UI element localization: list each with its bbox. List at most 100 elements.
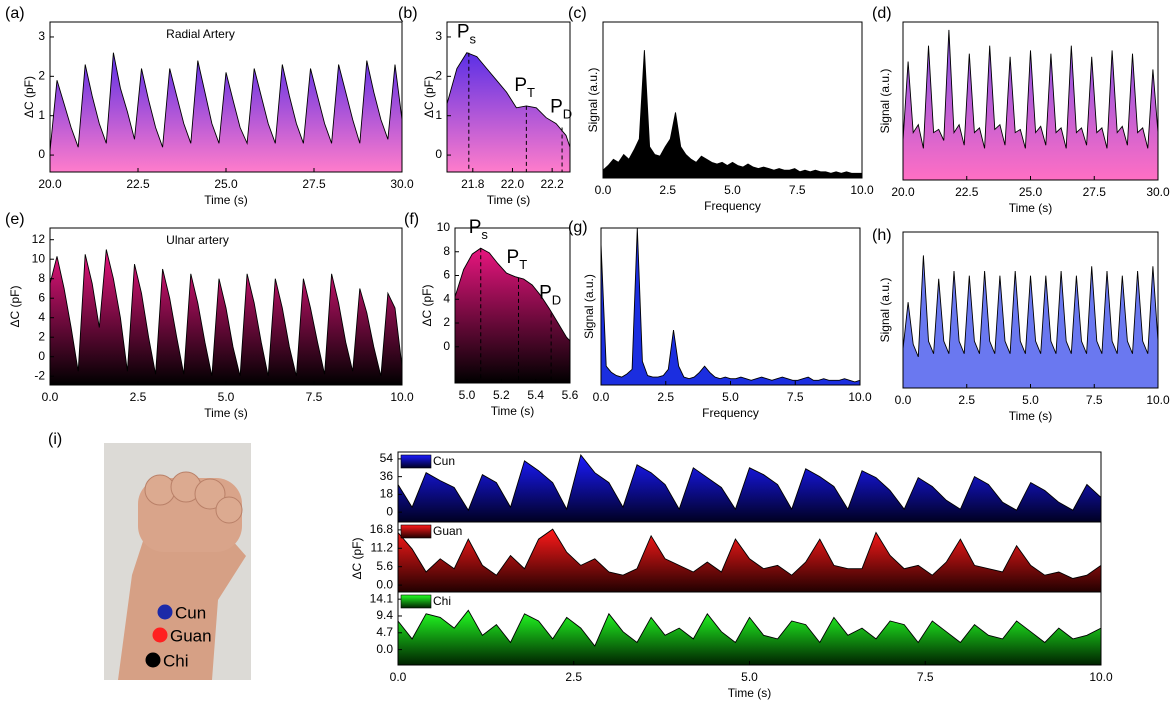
y-tick-label: 0 (38, 147, 45, 161)
legend-swatch (400, 454, 432, 469)
area (398, 529, 1101, 592)
x-axis-label: Time (s) (728, 686, 772, 700)
y-axis-label: Signal (a.u.) (878, 278, 892, 343)
line (902, 255, 1159, 357)
peak-label-main: P (457, 22, 470, 43)
x-tick-label: 25.0 (214, 177, 238, 191)
x-axis-label: Time (s) (204, 193, 248, 207)
x-tick-label: 0.0 (595, 183, 612, 197)
y-tick-label: 16.8 (370, 522, 394, 536)
knuckle (194, 478, 226, 510)
x-tick-label: 20.0 (38, 177, 62, 191)
plot-frame (446, 21, 571, 173)
x-tick-label: 2.5 (130, 390, 147, 404)
y-tick-label: 10 (437, 220, 451, 234)
peak-label: PD (550, 97, 572, 122)
y-tick-label: 3 (435, 29, 442, 43)
x-axis-label: Time (s) (1009, 409, 1053, 423)
y-tick-label: 1 (38, 108, 45, 122)
x-axis-label: Frequency (704, 199, 761, 213)
annotation: Ulnar artery (166, 233, 229, 247)
x-tick-label: 5.4 (527, 388, 544, 402)
x-tick-label: 5.2 (493, 388, 510, 402)
legend-label: Cun (433, 454, 455, 468)
line (49, 52, 403, 152)
acupoint-dot (145, 652, 161, 668)
x-tick-label: 10.0 (848, 390, 872, 404)
panel-label: (a) (5, 5, 25, 22)
panel-label: (h) (872, 227, 892, 244)
x-tick-label: 21.8 (461, 177, 485, 191)
x-tick-label: 22.2 (540, 177, 564, 191)
area (398, 610, 1101, 665)
legend-label: Guan (433, 524, 462, 538)
y-axis-label: ΔC (pF) (22, 76, 36, 118)
y-tick-label: 0 (38, 349, 45, 363)
y-tick-label: 5.6 (376, 559, 393, 573)
y-tick-label: 0.0 (376, 577, 393, 591)
x-tick-label: 5.6 (562, 388, 579, 402)
y-axis-label: ΔC (pF) (422, 76, 436, 118)
y-tick-label: 54 (380, 451, 394, 465)
panel-label: (i) (48, 431, 62, 448)
x-tick-label: 5.0 (1022, 393, 1039, 407)
plot-frame (454, 227, 571, 384)
y-tick-label: 1 (435, 108, 442, 122)
y-tick-label: 36 (380, 469, 394, 483)
y-axis-label: ΔC (pF) (420, 284, 434, 326)
x-tick-label: 22.0 (501, 177, 525, 191)
area (903, 255, 1158, 388)
area (447, 52, 570, 173)
y-tick-label: 0 (435, 147, 442, 161)
x-tick-label: 5.0 (218, 390, 235, 404)
x-tick-label: 27.5 (302, 177, 326, 191)
y-tick-label: 8 (443, 244, 450, 258)
y-tick-label: 14.1 (370, 591, 394, 605)
y-tick-label: 2 (443, 315, 450, 329)
legend-label: Chi (433, 594, 451, 608)
x-tick-label: 30.0 (1146, 185, 1170, 199)
line (600, 227, 861, 383)
x-tick-label: 20.0 (891, 185, 915, 199)
line (454, 247, 571, 342)
line (902, 29, 1159, 149)
acupoint-label: Guan (170, 626, 212, 645)
peak-label-sub: T (519, 257, 527, 272)
peak-label: PT (507, 247, 528, 272)
x-tick-label: 22.5 (126, 177, 150, 191)
area (903, 29, 1158, 181)
peak-label-sub: T (527, 85, 535, 100)
x-axis-label: Frequency (702, 406, 759, 420)
x-axis-label: Time (s) (491, 404, 535, 418)
y-tick-label: 0.0 (376, 642, 393, 656)
peak-label-main: P (550, 97, 563, 118)
line (602, 50, 862, 174)
x-tick-label: 10.0 (850, 183, 874, 197)
panel-label: (d) (872, 5, 892, 22)
x-tick-label: 30.0 (390, 177, 414, 191)
x-tick-label: 2.5 (565, 670, 582, 684)
peak-label: Ps (457, 22, 477, 47)
x-tick-label: 22.5 (955, 185, 979, 199)
acupoint-label: Chi (163, 651, 189, 670)
line (49, 249, 403, 377)
panel-label: (f) (404, 211, 419, 228)
y-tick-label: 2 (38, 329, 45, 343)
y-tick-label: 0 (443, 339, 450, 353)
panel-label: (e) (5, 211, 25, 228)
y-tick-label: 10 (32, 251, 46, 265)
panel-label: (c) (568, 5, 587, 22)
plot-background (601, 228, 860, 385)
area (455, 248, 570, 383)
x-tick-label: 7.5 (787, 390, 804, 404)
y-tick-label: 12 (32, 232, 46, 246)
peak-label-main: P (469, 217, 482, 238)
y-tick-label: 4.7 (376, 625, 393, 639)
y-tick-label: -2 (34, 368, 45, 382)
panel-label: (g) (568, 219, 588, 236)
knuckle (215, 496, 243, 524)
x-tick-label: 7.5 (917, 670, 934, 684)
line (397, 609, 1102, 647)
